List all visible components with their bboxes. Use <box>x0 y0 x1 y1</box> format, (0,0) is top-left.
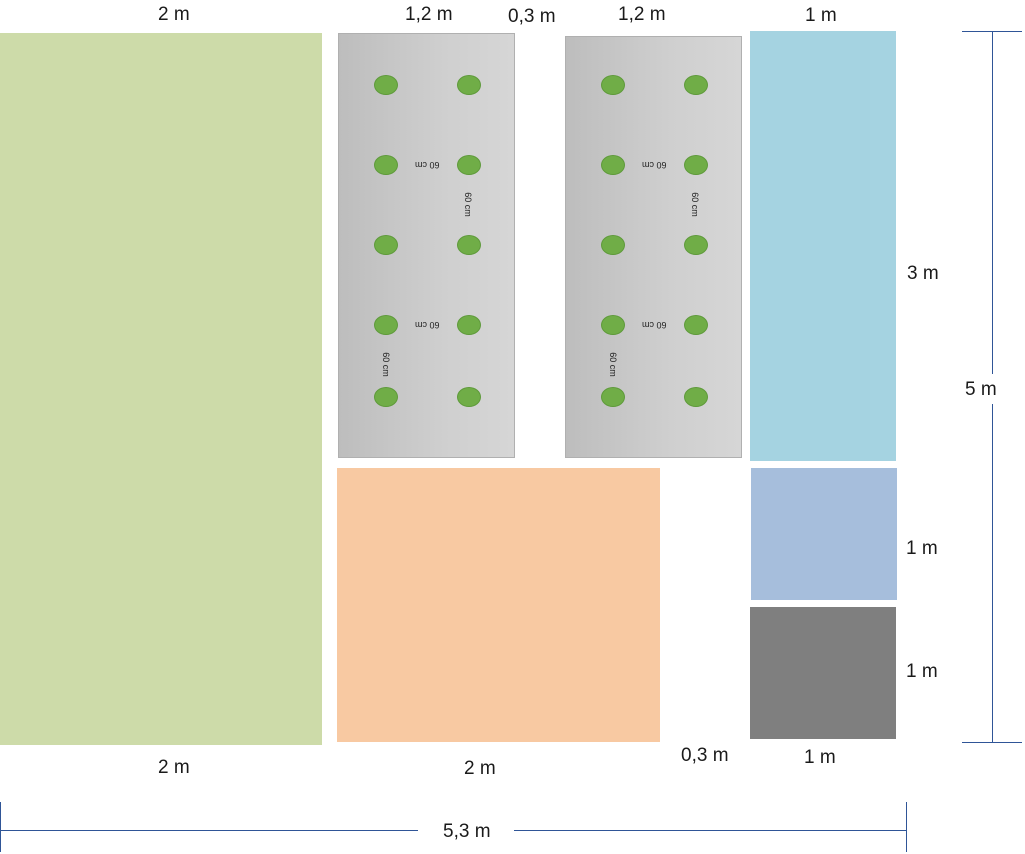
dimension-line-vertical-upper <box>992 31 993 374</box>
green-area <box>0 33 322 745</box>
plant <box>601 387 625 407</box>
plant <box>684 75 708 95</box>
dimension-tick-right <box>906 802 907 852</box>
spacing-label: 60 cm <box>415 160 440 170</box>
plant <box>684 315 708 335</box>
label-blue-width: 1 m <box>805 5 837 26</box>
plant <box>457 315 481 335</box>
plant <box>601 155 625 175</box>
plant <box>601 315 625 335</box>
dimension-tick-bottom <box>962 742 1022 743</box>
blue-area <box>750 31 896 461</box>
spacing-label: 60 cm <box>642 320 667 330</box>
label-bottom-gap: 0,3 m <box>681 745 729 766</box>
plant <box>601 75 625 95</box>
gray-area <box>750 607 896 739</box>
spacing-label: 60 cm <box>415 320 440 330</box>
orange-area <box>337 468 660 742</box>
label-total-width: 5,3 m <box>443 821 491 842</box>
spacing-label: 60 cm <box>642 160 667 170</box>
label-lightblue-height: 1 m <box>906 538 938 559</box>
plant <box>457 387 481 407</box>
dimension-tick-left <box>0 802 1 852</box>
plant <box>601 235 625 255</box>
plant <box>684 387 708 407</box>
label-gap-width: 0,3 m <box>508 6 556 27</box>
plant <box>684 155 708 175</box>
label-orange-width: 2 m <box>464 758 496 779</box>
lightblue-area <box>751 468 897 600</box>
label-total-height: 5 m <box>965 379 997 400</box>
spacing-label: 60 cm <box>462 192 473 217</box>
plant <box>374 75 398 95</box>
planting-bed-1: 60 cm 60 cm 60 cm 60 cm <box>338 33 515 458</box>
plant <box>457 155 481 175</box>
label-green-width-bottom: 2 m <box>158 757 190 778</box>
plant <box>457 75 481 95</box>
label-blue-height: 3 m <box>907 263 939 284</box>
label-bed2-width: 1,2 m <box>618 4 666 25</box>
dimension-line-horizontal-right <box>514 830 906 831</box>
label-bed1-width: 1,2 m <box>405 4 453 25</box>
plant <box>684 235 708 255</box>
spacing-label: 60 cm <box>380 352 391 377</box>
planting-bed-2: 60 cm 60 cm 60 cm 60 cm <box>565 36 742 458</box>
label-gray-height: 1 m <box>906 661 938 682</box>
plant <box>374 387 398 407</box>
spacing-label: 60 cm <box>689 192 700 217</box>
plant <box>374 235 398 255</box>
label-green-width-top: 2 m <box>158 4 190 25</box>
dimension-line-vertical-lower <box>992 404 993 742</box>
plant <box>457 235 481 255</box>
plant <box>374 155 398 175</box>
plant <box>374 315 398 335</box>
dimension-line-horizontal-left <box>0 830 418 831</box>
label-gray-width: 1 m <box>804 747 836 768</box>
spacing-label: 60 cm <box>607 352 618 377</box>
